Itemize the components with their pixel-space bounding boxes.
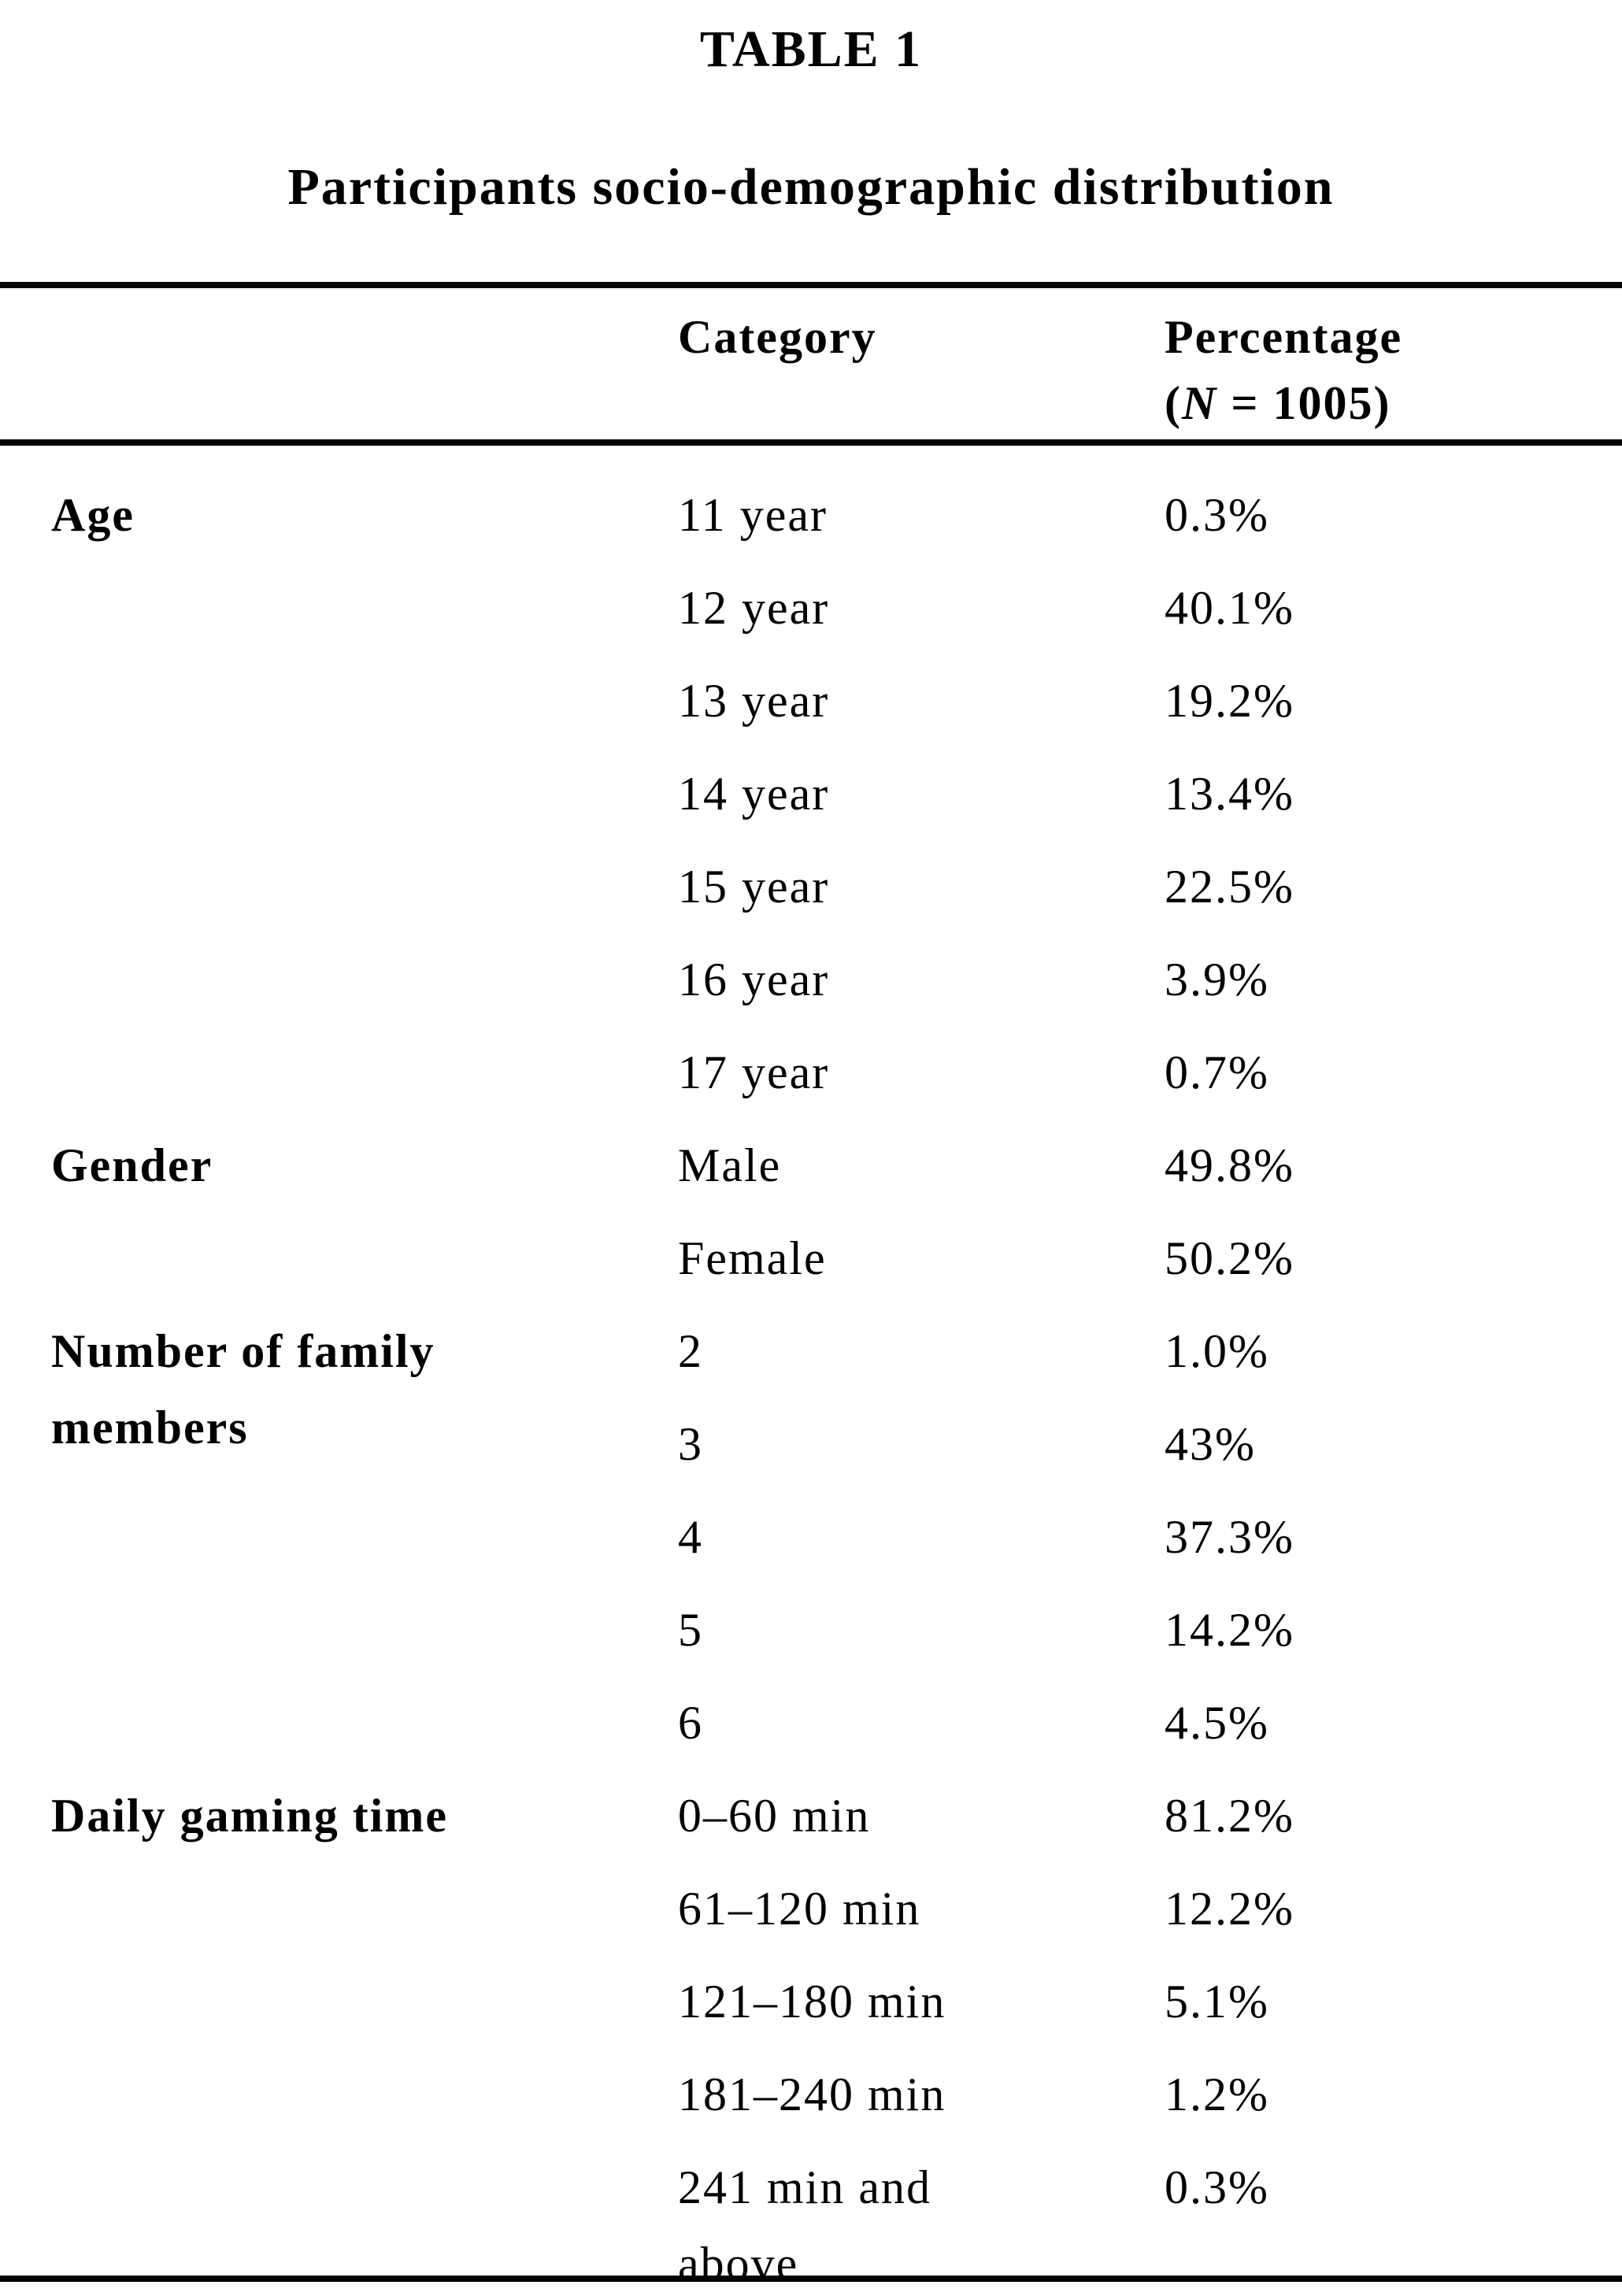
percentage-cell: 22.5% [1165,861,1294,913]
category-cell: 121–180 min [678,1976,946,2028]
percentage-cell: 4.5% [1165,1697,1269,1749]
percentage-cell: 37.3% [1165,1511,1294,1563]
category-cell: 11 year [678,489,828,541]
category-cell: 0–60 min [678,1790,871,1842]
table-number-title: TABLE 1 [699,20,923,78]
table-header-category: Category [678,311,877,363]
category-cell: 2 [678,1325,703,1377]
category-cell: 181–240 min [678,2068,946,2120]
table-header-percentage: Percentage (N = 1005) [1113,288,1622,439]
percentage-cell: 50.2% [1165,1232,1294,1284]
category-cell: 6 [678,1697,703,1749]
percentage-cell: 19.2% [1165,675,1294,727]
percentage-cell: 43% [1165,1418,1256,1470]
category-cell: Female [678,1232,827,1284]
category-cell: 14 year [678,768,830,820]
category-cell: 3 [678,1418,703,1470]
percentage-cell: 14.2% [1165,1604,1294,1656]
percentage-cell: 81.2% [1165,1790,1294,1842]
table-header-row: Category Percentage (N = 1005) [0,288,1622,439]
category-cell: 13 year [678,675,830,727]
category-cell: 15 year [678,861,830,913]
percentage-cell: 1.0% [1165,1325,1269,1377]
category-cell: 17 year [678,1046,830,1098]
percentage-header-label: Percentage [1165,311,1403,363]
bottom-rule [0,2276,1622,2282]
category-cell: 4 [678,1511,703,1563]
sample-size-note: (N = 1005) [1165,377,1391,429]
category-cell: 241 min and above [678,2161,931,2290]
top-rule [0,282,1622,288]
category-cell: Male [678,1139,782,1191]
row-group-label: Number of family members [51,1325,435,1454]
n-symbol: N [1181,377,1218,429]
row-group-label: Age [51,489,135,541]
category-cell: 16 year [678,954,830,1005]
percentage-cell: 1.2% [1165,2068,1269,2120]
percentage-cell: 0.7% [1165,1046,1269,1098]
row-group-label: Gender [51,1139,213,1191]
percentage-cell: 49.8% [1165,1139,1294,1191]
percentage-cell: 40.1% [1165,582,1294,634]
percentage-cell: 0.3% [1165,489,1269,541]
percentage-cell: 12.2% [1165,1883,1294,1935]
category-cell: 61–120 min [678,1883,921,1935]
header-rule [0,439,1622,446]
table-caption: Participants socio-demographic distribut… [287,158,1335,216]
percentage-cell: 5.1% [1165,1976,1269,2028]
percentage-cell: 13.4% [1165,768,1294,820]
table-body: Age 11 year 0.3% 12 year 40.1% 13 year 19.2% 14… [0,446,1622,2290]
category-cell: 5 [678,1604,703,1656]
percentage-cell: 3.9% [1165,954,1269,1005]
percentage-cell: 0.3% [1165,2161,1269,2213]
category-cell: 12 year [678,582,830,634]
row-group-label: Daily gaming time [51,1790,448,1842]
